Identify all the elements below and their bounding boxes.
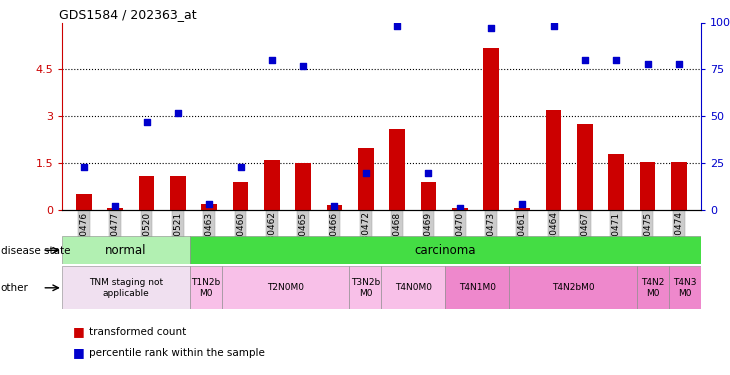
Bar bbox=[669, 266, 701, 309]
Bar bbox=[420, 182, 437, 210]
Bar bbox=[233, 182, 248, 210]
Text: transformed count: transformed count bbox=[89, 327, 186, 337]
Bar bbox=[170, 176, 185, 210]
Text: T3N2b
M0: T3N2b M0 bbox=[351, 278, 380, 297]
Point bbox=[204, 201, 215, 207]
Point bbox=[78, 164, 90, 170]
Bar bbox=[445, 266, 510, 309]
Text: T4N2
M0: T4N2 M0 bbox=[641, 278, 664, 297]
Point bbox=[172, 110, 184, 116]
Point bbox=[297, 63, 309, 69]
Bar bbox=[483, 48, 499, 210]
Bar bbox=[62, 236, 190, 264]
Bar bbox=[222, 266, 350, 309]
Point bbox=[328, 203, 340, 209]
Text: T4N1M0: T4N1M0 bbox=[458, 284, 496, 292]
Text: TNM staging not
applicable: TNM staging not applicable bbox=[89, 278, 163, 297]
Bar bbox=[358, 147, 374, 210]
Point bbox=[360, 170, 372, 176]
Bar bbox=[577, 124, 593, 210]
Bar bbox=[326, 206, 342, 210]
Text: T4N0M0: T4N0M0 bbox=[395, 284, 432, 292]
Point bbox=[110, 203, 121, 209]
Bar bbox=[350, 266, 381, 309]
Text: T2N0M0: T2N0M0 bbox=[267, 284, 304, 292]
Bar bbox=[452, 209, 467, 210]
Bar bbox=[264, 160, 280, 210]
Text: T4N2bM0: T4N2bM0 bbox=[552, 284, 594, 292]
Bar bbox=[389, 129, 405, 210]
Point bbox=[485, 25, 497, 31]
Bar bbox=[637, 266, 669, 309]
Point bbox=[642, 61, 653, 67]
Bar bbox=[671, 162, 687, 210]
Text: GDS1584 / 202363_at: GDS1584 / 202363_at bbox=[59, 8, 196, 21]
Bar bbox=[296, 163, 311, 210]
Bar bbox=[107, 209, 123, 210]
Bar bbox=[546, 110, 561, 210]
Text: normal: normal bbox=[105, 244, 147, 257]
Point bbox=[610, 57, 622, 63]
Point bbox=[517, 201, 529, 207]
Bar bbox=[381, 266, 445, 309]
Point bbox=[234, 164, 246, 170]
Bar bbox=[639, 162, 656, 210]
Point bbox=[579, 57, 591, 63]
Bar bbox=[515, 207, 530, 210]
Text: ■: ■ bbox=[73, 326, 85, 338]
Text: disease state: disease state bbox=[1, 246, 70, 255]
Bar bbox=[190, 236, 701, 264]
Bar bbox=[510, 266, 637, 309]
Point bbox=[423, 170, 434, 176]
Point bbox=[548, 23, 559, 29]
Text: ■: ■ bbox=[73, 346, 85, 359]
Bar bbox=[76, 194, 92, 210]
Point bbox=[266, 57, 277, 63]
Point bbox=[141, 119, 153, 125]
Text: percentile rank within the sample: percentile rank within the sample bbox=[89, 348, 265, 357]
Point bbox=[673, 61, 685, 67]
Bar bbox=[201, 204, 217, 210]
Bar bbox=[190, 266, 222, 309]
Text: T4N3
M0: T4N3 M0 bbox=[673, 278, 696, 297]
Text: other: other bbox=[1, 283, 28, 293]
Point bbox=[454, 205, 466, 211]
Bar bbox=[608, 154, 624, 210]
Point bbox=[391, 23, 403, 29]
Bar bbox=[139, 176, 155, 210]
Bar bbox=[62, 266, 190, 309]
Text: carcinoma: carcinoma bbox=[415, 244, 476, 257]
Text: T1N2b
M0: T1N2b M0 bbox=[191, 278, 220, 297]
